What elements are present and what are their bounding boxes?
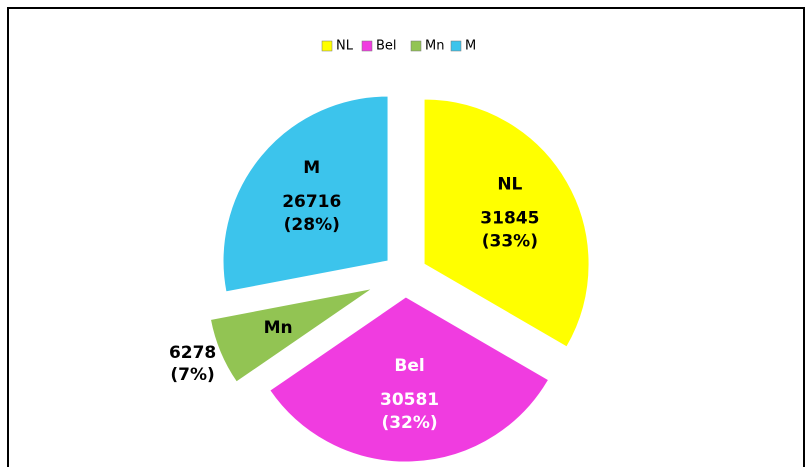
slice-value: 30581 <box>380 390 439 410</box>
pie-slice <box>222 95 389 293</box>
pie-slice <box>209 288 373 383</box>
legend-swatch <box>321 40 333 52</box>
slice-name: M <box>303 158 320 178</box>
slice-name: Mn <box>264 318 293 338</box>
slice-value: 6278 <box>169 343 216 363</box>
legend-swatch <box>361 40 373 52</box>
legend-label: Bel <box>376 39 397 54</box>
slice-name: Bel <box>394 356 424 376</box>
slice-percent: (33%) <box>482 232 538 252</box>
slice-percent: (32%) <box>381 413 437 433</box>
slice-value: 31845 <box>480 209 539 229</box>
pie-slice <box>423 98 590 348</box>
legend-label: M <box>465 39 476 54</box>
pie-slice <box>269 296 550 463</box>
legend-swatch <box>450 40 462 52</box>
slice-value: 26716 <box>282 192 341 212</box>
slice-percent: (7%) <box>170 365 214 385</box>
legend-label: Mn <box>425 39 444 54</box>
legend-label: NL <box>336 39 354 54</box>
legend-swatch <box>410 40 422 52</box>
slice-percent: (28%) <box>284 215 340 235</box>
slice-name: NL <box>497 175 522 195</box>
